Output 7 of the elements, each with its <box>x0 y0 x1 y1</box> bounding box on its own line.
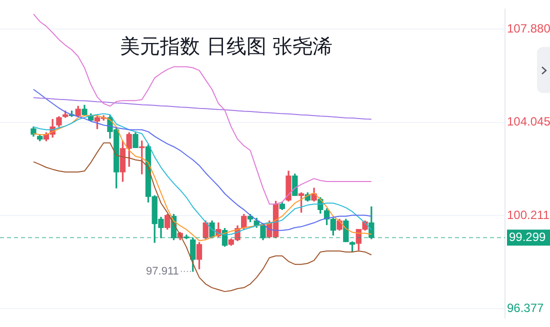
annotation: 97.911 <box>146 265 179 278</box>
y-tick-label: 100.211 <box>507 208 550 222</box>
y-tick-label: 104.045 <box>507 114 550 129</box>
ref-line-label: 99.299 <box>509 230 546 244</box>
y-tick-label: 107.880 <box>507 21 550 36</box>
text: 美元指数 日线图 张尧浠 <box>120 34 333 58</box>
y-tick-label: 96.377 <box>507 300 544 315</box>
